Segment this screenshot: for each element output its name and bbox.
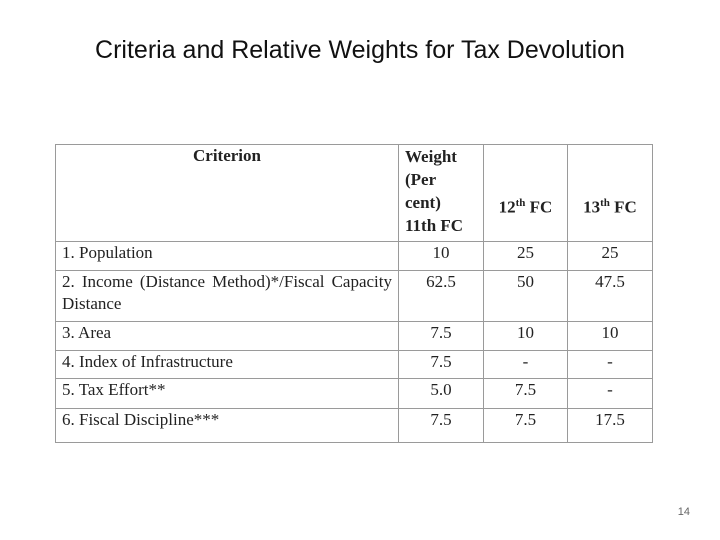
criterion-text: 3. Area — [62, 323, 112, 342]
weight-value: - — [522, 352, 529, 371]
table-cell: 25 — [567, 241, 653, 271]
table-cell: 17.5 — [567, 408, 653, 443]
criterion-text: 4. Index of Infrastructure — [62, 352, 233, 371]
weight-value: 17.5 — [595, 410, 625, 429]
table-row: 4. Index of Infrastructure 7.5 - - — [55, 350, 653, 379]
table-cell: 3. Area — [55, 321, 399, 351]
weight-value: 10 — [517, 323, 534, 342]
page-number: 14 — [677, 506, 690, 518]
header-row: Criterion Weight (Per cent) 11th FC 12th FC… — [55, 144, 653, 242]
header-cell: Criterion — [55, 144, 399, 242]
table-cell: 10 — [483, 321, 568, 351]
weight-value: - — [607, 352, 613, 371]
table-cell: 1. Population — [55, 241, 399, 271]
table-cell: 6. Fiscal Discipline*** — [55, 408, 399, 443]
table-cell: 4. Index of Infrastructure — [55, 350, 399, 379]
table-cell: 7.5 — [483, 378, 568, 409]
weight-value: 7.5 — [514, 410, 537, 429]
table-row: 3. Area 7.5 10 10 — [55, 321, 653, 351]
header-text: Weight — [405, 147, 457, 166]
weight-value: 47.5 — [595, 272, 625, 291]
header-text: th — [600, 196, 610, 209]
table-cell: 62.5 — [398, 270, 484, 322]
criteria-table: Criterion Weight (Per cent) 11th FC 12th FC… — [55, 144, 653, 443]
header-cell: 13th FC — [567, 144, 653, 242]
header-text: (Per — [405, 170, 437, 189]
header-cell: 12th FC — [483, 144, 568, 242]
table-cell: 10 — [567, 321, 653, 351]
weight-value: 7.5 — [430, 323, 452, 342]
table-cell: 7.5 — [398, 321, 484, 351]
table-row: 5. Tax Effort** 5.0 7.5 - — [55, 378, 653, 409]
header-text: th — [515, 196, 526, 209]
table-cell: - — [567, 350, 653, 379]
weight-value: 7.5 — [514, 380, 537, 399]
header-text: FC — [614, 197, 637, 217]
table-cell: 5.0 — [398, 378, 484, 409]
table-cell: 25 — [483, 241, 568, 271]
weight-value: 7.5 — [430, 410, 452, 429]
slide-title: Criteria and Relative Weights for Tax De… — [95, 36, 625, 64]
table-row: 2. Income (Distance Method)*/Fiscal Capa… — [55, 270, 653, 322]
table-cell: - — [483, 350, 568, 379]
header-text: 13 — [583, 197, 601, 217]
table-cell: 47.5 — [567, 270, 653, 322]
table-cell: 7.5 — [483, 408, 568, 443]
criterion-text: 5. Tax Effort** — [62, 380, 166, 399]
weight-value: 10 — [601, 323, 619, 342]
criterion-text: 6. Fiscal Discipline*** — [62, 410, 220, 429]
weight-value: - — [607, 380, 613, 399]
table-cell: 7.5 — [398, 408, 484, 443]
header-text: 11th FC — [405, 216, 464, 235]
criterion-text: 1. Population — [62, 243, 153, 262]
weight-value: 50 — [517, 272, 534, 291]
weight-value: 5.0 — [430, 380, 452, 399]
weight-value: 25 — [601, 243, 619, 262]
header-text: Criterion — [193, 146, 261, 165]
table-cell: 7.5 — [398, 350, 484, 379]
header-text: 12 — [498, 197, 516, 217]
table-cell: 2. Income (Distance Method)*/Fiscal Capa… — [55, 270, 399, 322]
table-row: 6. Fiscal Discipline*** 7.5 7.5 17.5 — [55, 408, 653, 443]
weight-value: 62.5 — [426, 272, 456, 291]
weight-value: 7.5 — [430, 352, 452, 371]
header-cell: Weight (Per cent) 11th FC — [398, 144, 484, 242]
table-body: Criterion Weight (Per cent) 11th FC 12th FC… — [55, 144, 653, 443]
weight-value: 10 — [432, 243, 450, 262]
criterion-text: 2. Income (Distance Method)*/Fiscal Capa… — [62, 272, 392, 313]
table-cell: 10 — [398, 241, 484, 271]
weight-value: 25 — [517, 243, 534, 262]
header-text: cent) — [405, 193, 441, 212]
table-cell: - — [567, 378, 653, 409]
table-cell: 5. Tax Effort** — [55, 378, 399, 409]
table-row: 1. Population 10 25 25 — [55, 241, 653, 271]
table-cell: 50 — [483, 270, 568, 322]
header-text: FC — [529, 197, 553, 217]
